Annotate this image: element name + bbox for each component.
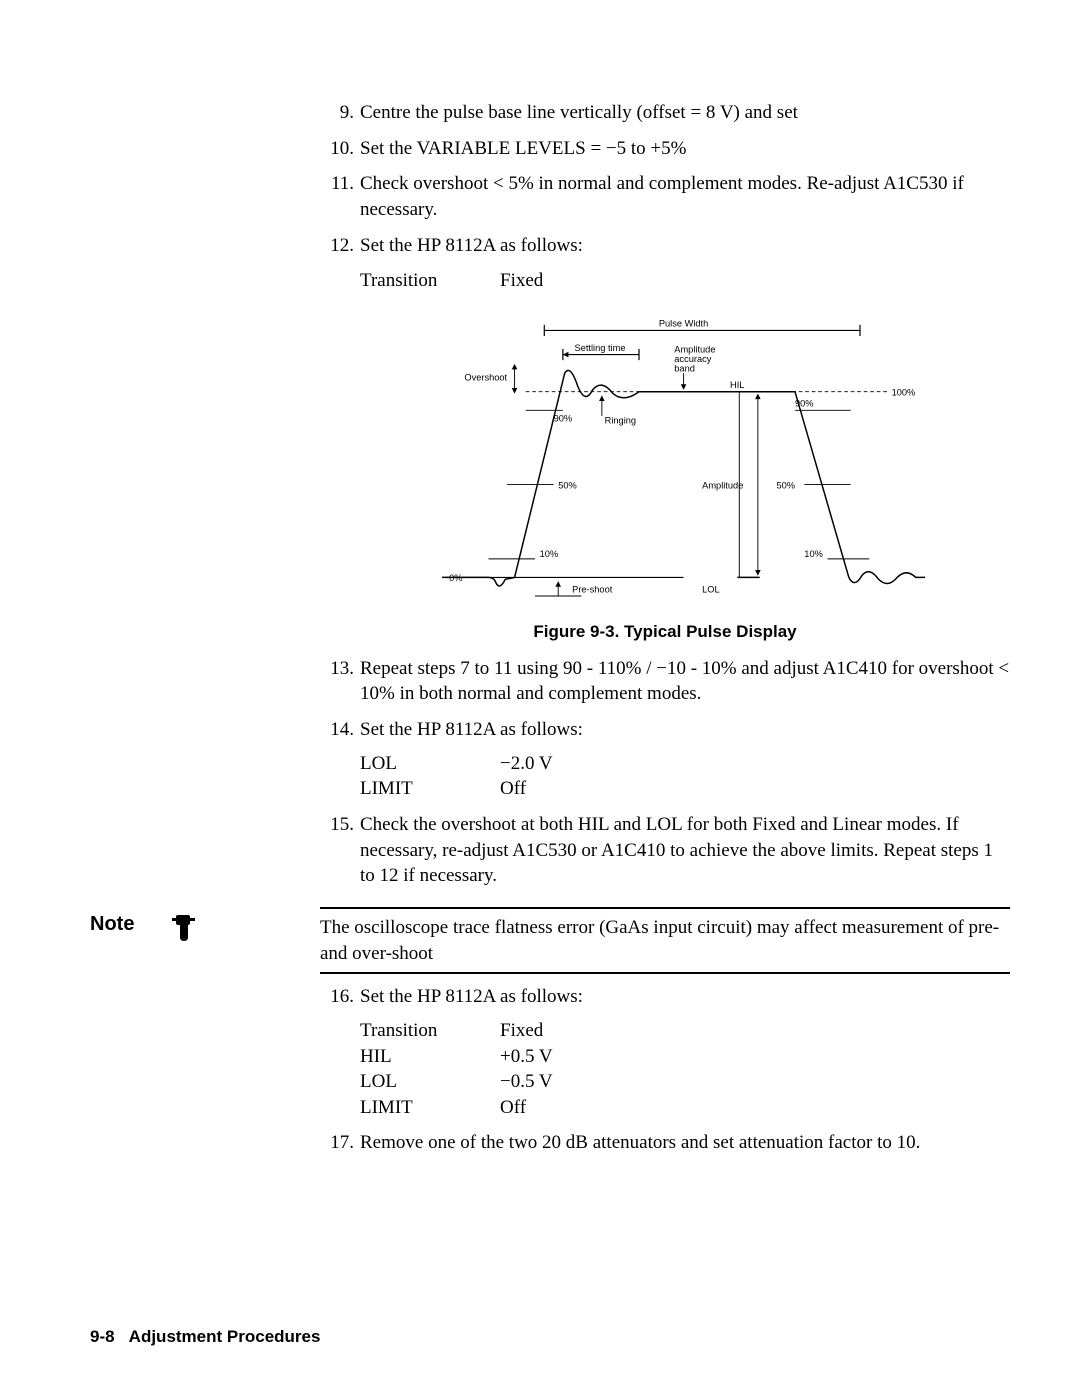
label-100: 100% xyxy=(892,387,916,397)
setting-row: LOL −2.0 V xyxy=(360,751,1010,777)
setting-key: HIL xyxy=(360,1044,500,1070)
pulse-display-diagram: Pulse Width Settling time Amplitude accu… xyxy=(405,316,925,616)
setting-key: LIMIT xyxy=(360,776,500,802)
label-pulse-width: Pulse Width xyxy=(659,319,708,329)
label-settling-time: Settling time xyxy=(575,343,626,353)
step-text: Set the VARIABLE LEVELS = −5 to +5% xyxy=(360,136,1010,162)
setting-value: −2.0 V xyxy=(500,751,1010,777)
figure-caption: Figure 9-3. Typical Pulse Display xyxy=(320,622,1010,642)
setting-value: −0.5 V xyxy=(500,1069,1010,1095)
step-text-line: Set the HP 8112A as follows: xyxy=(360,719,583,740)
step-number: 13. xyxy=(320,656,360,707)
label-ringing: Ringing xyxy=(605,415,636,425)
step-number: 9. xyxy=(320,100,360,126)
page: 9. Centre the pulse base line vertically… xyxy=(0,0,1080,1397)
setting-value: Off xyxy=(500,776,1010,802)
footer-section-title: Adjustment Procedures xyxy=(129,1327,321,1346)
step-11: 11. Check overshoot < 5% in normal and c… xyxy=(320,171,1010,222)
step-number: 17. xyxy=(320,1130,360,1156)
step-17: 17. Remove one of the two 20 dB attenuat… xyxy=(320,1130,1010,1156)
steps-group-e: 17. Remove one of the two 20 dB attenuat… xyxy=(320,1130,1010,1156)
steps-group-c: 15. Check the overshoot at both HIL and … xyxy=(320,812,1010,889)
step-text: Set the HP 8112A as follows: LOL −2.0 V … xyxy=(360,717,1010,802)
label-overshoot: Overshoot xyxy=(464,372,507,382)
setting-row: LIMIT Off xyxy=(360,776,1010,802)
step-text-line: Set the HP 8112A as follows: xyxy=(360,986,583,1007)
steps-group-d: 16. Set the HP 8112A as follows: Transit… xyxy=(320,984,1010,1120)
step-text: Centre the pulse base line vertically (o… xyxy=(360,100,1010,126)
step-number: 15. xyxy=(320,812,360,889)
note-label: Note xyxy=(90,913,134,936)
step-10: 10. Set the VARIABLE LEVELS = −5 to +5% xyxy=(320,136,1010,162)
footer-page-number: 9-8 xyxy=(90,1327,115,1346)
step-9: 9. Centre the pulse base line vertically… xyxy=(320,100,1010,126)
setting-row: LOL −0.5 V xyxy=(360,1069,1010,1095)
setting-key: Transition xyxy=(360,268,500,294)
setting-key: LIMIT xyxy=(360,1095,500,1121)
step-number: 12. xyxy=(320,233,360,298)
label-50-left: 50% xyxy=(558,480,577,490)
step-text: Set the HP 8112A as follows: Transition … xyxy=(360,233,1010,298)
step-number: 14. xyxy=(320,717,360,802)
step-number: 16. xyxy=(320,984,360,1120)
note-block: Note The oscilloscope trace flatness err… xyxy=(320,907,1010,974)
label-10-left: 10% xyxy=(540,549,559,559)
step-text: Set the HP 8112A as follows: Transition … xyxy=(360,984,1010,1120)
label-preshoot: Pre-shoot xyxy=(572,584,613,594)
step-text: Check overshoot < 5% in normal and compl… xyxy=(360,171,1010,222)
label-90-left: 90% xyxy=(554,413,573,423)
label-50-right: 50% xyxy=(776,480,795,490)
step-15: 15. Check the overshoot at both HIL and … xyxy=(320,812,1010,889)
label-amplitude-band-3: band xyxy=(674,363,695,373)
steps-group-b: 13. Repeat steps 7 to 11 using 90 - 110%… xyxy=(320,656,1010,802)
label-hil: HIL xyxy=(730,380,744,390)
label-10-right: 10% xyxy=(804,549,823,559)
figure-9-3: Pulse Width Settling time Amplitude accu… xyxy=(320,316,1010,642)
step-text: Check the overshoot at both HIL and LOL … xyxy=(360,812,1010,889)
setting-row: LIMIT Off xyxy=(360,1095,1010,1121)
setting-key: LOL xyxy=(360,1069,500,1095)
label-lol: LOL xyxy=(702,584,720,594)
setting-row: Transition Fixed xyxy=(360,1018,1010,1044)
label-amplitude: Amplitude xyxy=(702,480,743,490)
step-16-settings: Transition Fixed HIL +0.5 V LOL −0.5 V xyxy=(360,1018,1010,1121)
step-14: 14. Set the HP 8112A as follows: LOL −2.… xyxy=(320,717,1010,802)
setting-key: LOL xyxy=(360,751,500,777)
step-14-settings: LOL −2.0 V LIMIT Off xyxy=(360,751,1010,802)
setting-value: Fixed xyxy=(500,268,1010,294)
content-column: 9. Centre the pulse base line vertically… xyxy=(320,100,1010,1156)
step-12: 12. Set the HP 8112A as follows: Transit… xyxy=(320,233,1010,298)
note-icon xyxy=(170,911,200,945)
step-13: 13. Repeat steps 7 to 11 using 90 - 110%… xyxy=(320,656,1010,707)
steps-group-a: 9. Centre the pulse base line vertically… xyxy=(320,100,1010,298)
step-number: 10. xyxy=(320,136,360,162)
setting-value: Fixed xyxy=(500,1018,1010,1044)
step-text: Remove one of the two 20 dB attenuators … xyxy=(360,1130,1010,1156)
page-footer: 9-8 Adjustment Procedures xyxy=(90,1327,320,1347)
step-number: 11. xyxy=(320,171,360,222)
setting-value: Off xyxy=(500,1095,1010,1121)
setting-row: HIL +0.5 V xyxy=(360,1044,1010,1070)
note-body: The oscilloscope trace flatness error (G… xyxy=(320,907,1010,974)
step-text-line: Set the HP 8112A as follows: xyxy=(360,235,583,256)
setting-key: Transition xyxy=(360,1018,500,1044)
step-text: Repeat steps 7 to 11 using 90 - 110% / −… xyxy=(360,656,1010,707)
step-12-setting: Transition Fixed xyxy=(360,268,1010,294)
step-16: 16. Set the HP 8112A as follows: Transit… xyxy=(320,984,1010,1120)
setting-value: +0.5 V xyxy=(500,1044,1010,1070)
